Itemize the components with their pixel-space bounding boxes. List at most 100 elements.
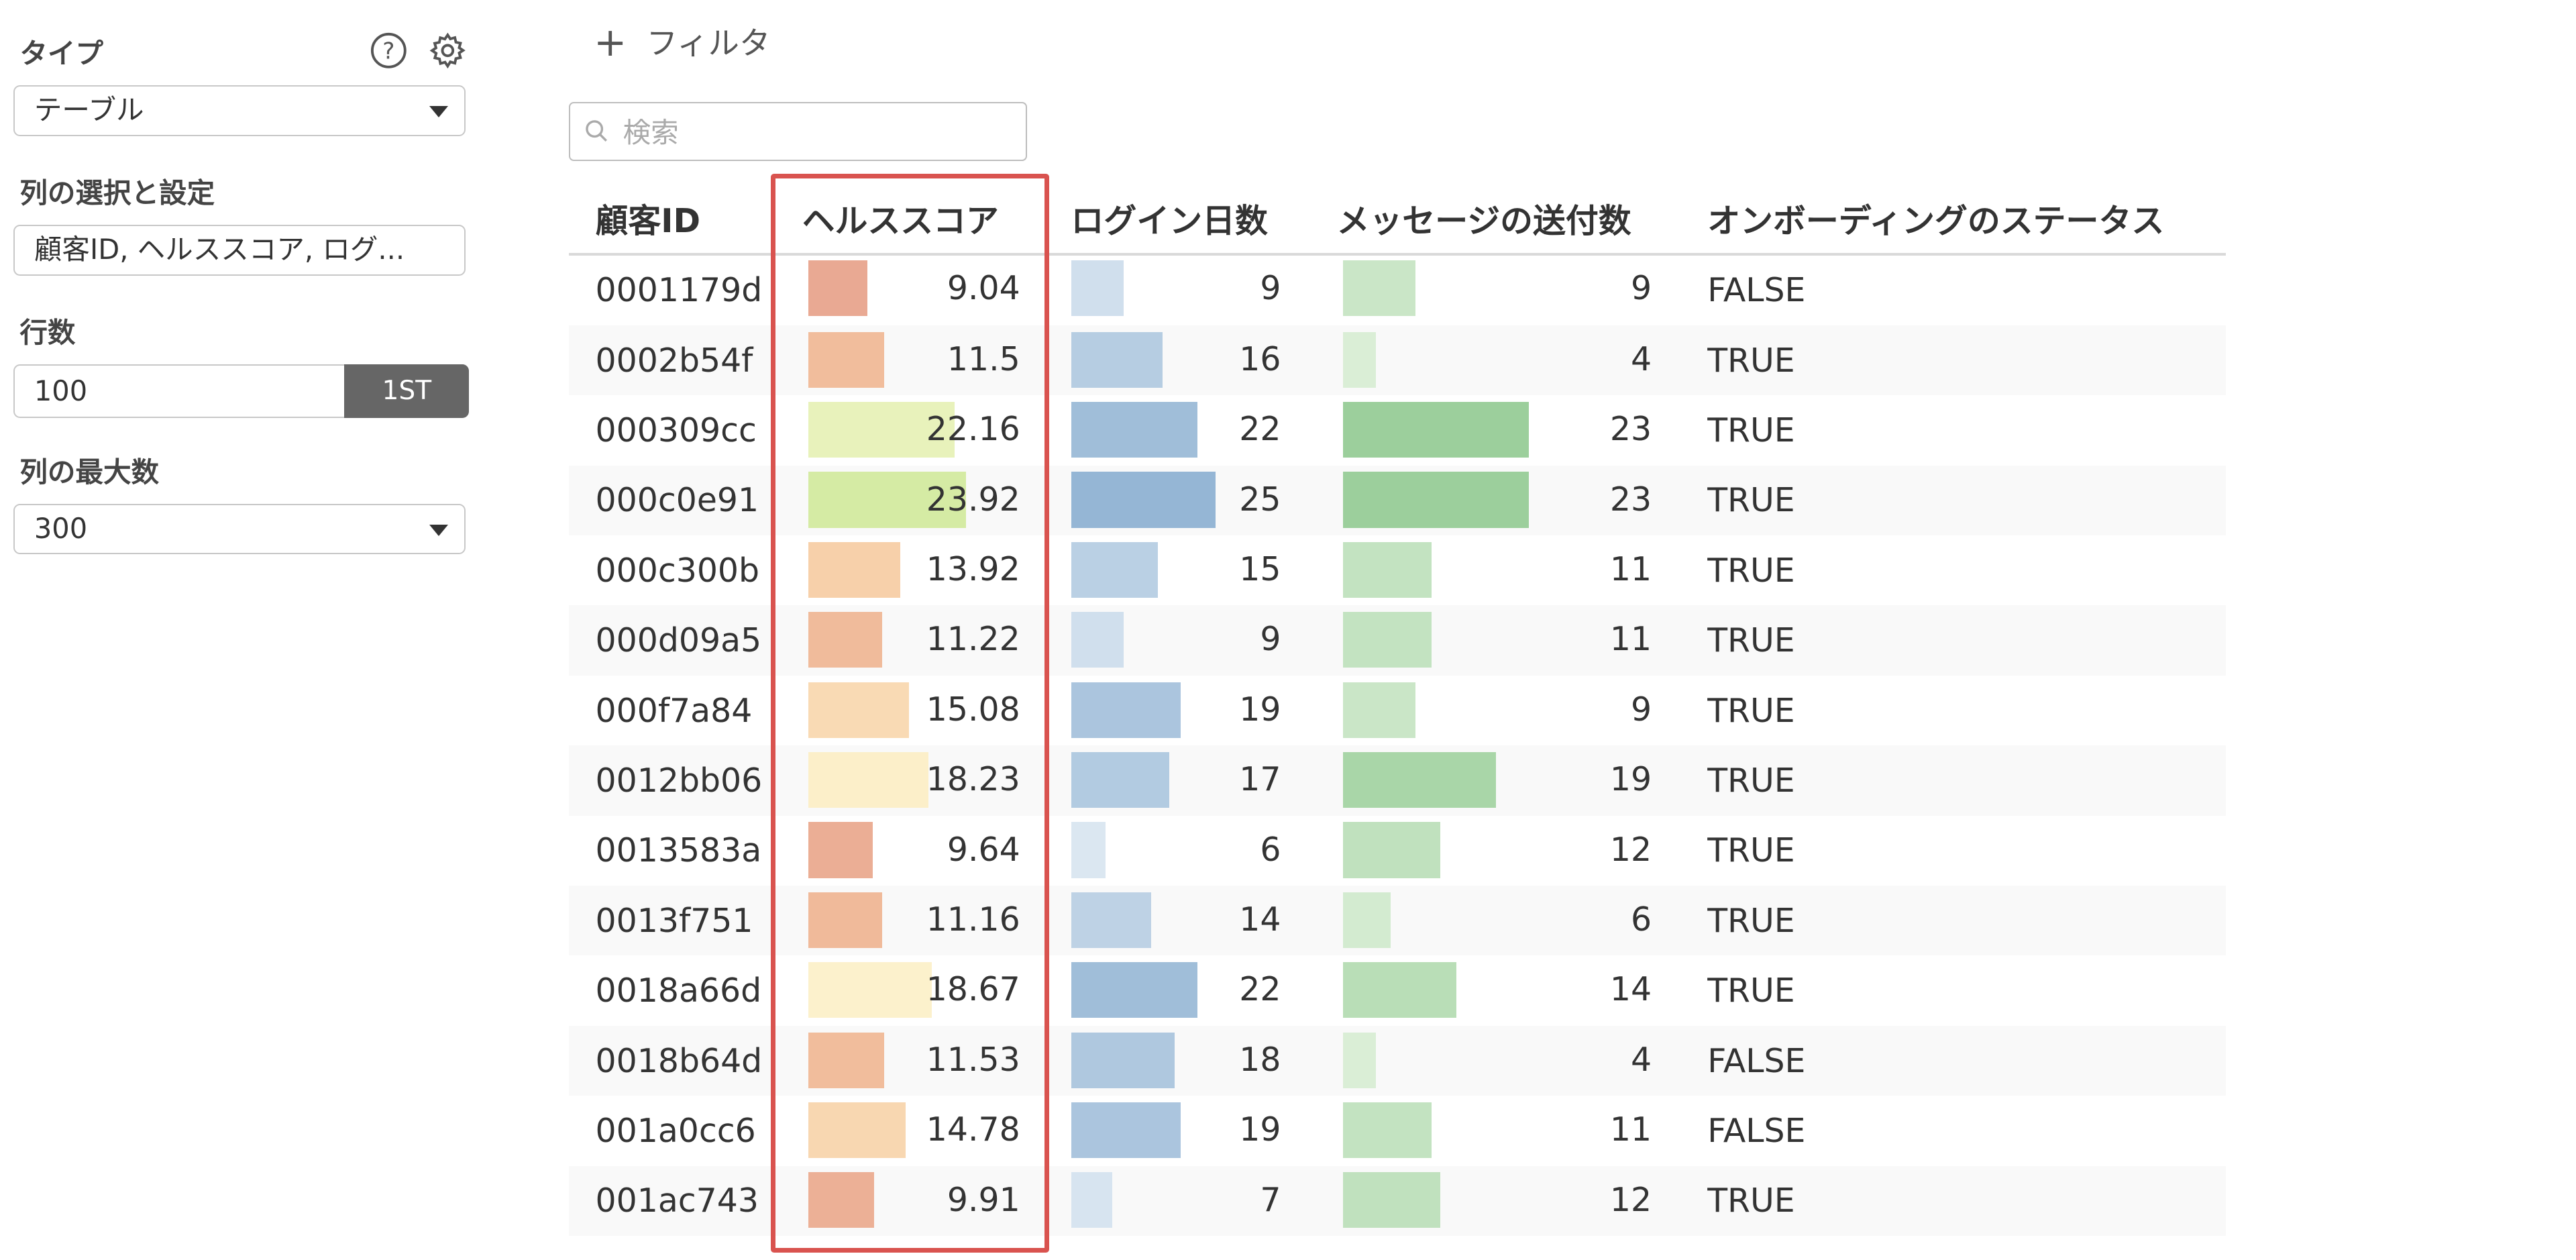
messages-sent-value: 9 <box>1630 268 1652 307</box>
cell-customer-id: 001a0cc6 <box>595 1111 756 1150</box>
table-row[interactable]: 0002b54f 11.5 16 4 TRUE <box>569 325 2226 396</box>
cell-onboarding-status: TRUE <box>1707 831 1795 870</box>
table-row[interactable]: 0001179d 9.04 9 9 FALSE <box>569 254 2225 325</box>
messages-sent-bar <box>1343 1032 1377 1088</box>
messages-sent-value: 6 <box>1630 900 1652 939</box>
search-icon <box>586 120 608 142</box>
svg-text:?: ? <box>382 38 394 65</box>
table-row[interactable]: 000c0e91 23.92 25 23 TRUE <box>569 465 2226 536</box>
messages-sent-bar <box>1343 402 1529 458</box>
cell-customer-id: 0013f751 <box>569 886 776 956</box>
plus-icon: + <box>594 19 627 66</box>
health-score-bar <box>808 402 955 458</box>
table-row[interactable]: 0012bb06 18.23 17 19 TRUE <box>569 745 2226 816</box>
cell-messages-sent: 6 <box>1310 886 1682 956</box>
table-row[interactable]: 001a0cc6 14.78 19 11 FALSE <box>569 1096 2225 1165</box>
header-login-days[interactable]: ログイン日数 <box>1044 183 1311 256</box>
messages-sent-value: 14 <box>1609 970 1652 1009</box>
cell-health-score: 9.64 <box>775 816 1044 886</box>
header-health-score[interactable]: ヘルススコア <box>775 183 1045 256</box>
messages-sent-bar <box>1343 1102 1432 1159</box>
table-row[interactable]: 001ac743 9.91 7 12 TRUE <box>569 1165 2226 1236</box>
health-score-value: 11.16 <box>926 900 1020 939</box>
health-score-bar <box>808 962 932 1018</box>
cell-login-days: 9 <box>1044 254 1310 325</box>
table-row[interactable]: 0018b64d 11.53 18 4 FALSE <box>569 1025 2226 1096</box>
cell-onboarding-status: TRUE <box>1681 1165 2226 1236</box>
table-row[interactable]: 000309cc 22.16 22 23 TRUE <box>569 395 2225 465</box>
rows-mode-button[interactable]: 1ST <box>344 364 470 419</box>
gear-icon[interactable] <box>428 31 468 70</box>
chevron-down-icon <box>429 106 448 118</box>
cell-login-days: 22 <box>1044 395 1310 465</box>
columns-selector[interactable]: 顧客ID, ヘルススコア, ログ... <box>13 224 466 276</box>
table-row[interactable]: 0018a66d 18.67 22 14 TRUE <box>569 955 2225 1025</box>
cell-health-score: 18.23 <box>775 745 1045 816</box>
cell-messages-sent: 14 <box>1311 955 1682 1025</box>
type-select[interactable]: テーブル <box>13 85 466 136</box>
cell-onboarding-status: TRUE <box>1681 745 2226 816</box>
login-days-value: 7 <box>1260 1180 1281 1219</box>
cell-onboarding-status: TRUE <box>1707 411 1795 450</box>
header-onboarding-status[interactable]: オンボーディングのステータス <box>1681 183 2226 256</box>
cell-customer-id: 000c0e91 <box>569 465 776 536</box>
header-customer-id[interactable]: 顧客ID <box>569 183 776 256</box>
login-days-bar <box>1071 682 1181 738</box>
health-score-bar <box>808 682 909 738</box>
cell-customer-id: 0001179d <box>595 271 763 310</box>
add-filter-button[interactable]: + フィルタ <box>594 19 770 65</box>
cell-customer-id: 000c300b <box>595 551 760 590</box>
search-box[interactable] <box>569 101 1027 161</box>
cell-login-days: 17 <box>1044 745 1311 816</box>
health-score-value: 9.04 <box>947 268 1020 307</box>
messages-sent-value: 19 <box>1609 760 1652 799</box>
login-days-bar <box>1071 892 1152 948</box>
messages-sent-bar <box>1343 1172 1440 1228</box>
rows-input[interactable]: 100 <box>13 364 345 419</box>
health-score-value: 18.67 <box>926 970 1020 1009</box>
cell-customer-id: 000f7a84 <box>595 691 753 730</box>
cell-customer-id: 000d09a5 <box>569 605 776 676</box>
cell-messages-sent: 23 <box>1311 395 1682 465</box>
cell-customer-id: 0002b54f <box>569 325 776 396</box>
table-row[interactable]: 0013583a 9.64 6 12 TRUE <box>569 816 2225 886</box>
cell-login-days: 6 <box>1044 816 1310 886</box>
cell-onboarding-status: TRUE <box>1681 605 2226 676</box>
cell-onboarding-status: TRUE <box>1681 465 2226 536</box>
table-row[interactable]: 000f7a84 15.08 19 9 TRUE <box>569 676 2225 745</box>
sidebar: タイプ ? テーブル 列の選択と設定 顧客ID, ヘルススコア, ログ... 行… <box>13 0 470 1260</box>
table-row[interactable]: 0013f751 11.16 14 6 TRUE <box>569 886 2226 956</box>
messages-sent-value: 9 <box>1630 690 1652 729</box>
search-input[interactable] <box>619 107 1020 158</box>
cell-login-days: 18 <box>1044 1025 1311 1096</box>
table-row[interactable]: 000c300b 13.92 15 11 TRUE <box>569 535 2225 605</box>
login-days-bar <box>1071 822 1106 878</box>
cell-customer-id: 0013583a <box>595 831 762 870</box>
health-score-value: 23.92 <box>926 480 1020 519</box>
cell-onboarding-status: TRUE <box>1681 325 2226 396</box>
cell-onboarding-status: FALSE <box>1681 1025 2226 1096</box>
login-days-value: 9 <box>1260 268 1281 307</box>
health-score-bar <box>808 260 868 317</box>
cell-login-days: 16 <box>1044 325 1311 396</box>
login-days-value: 18 <box>1239 1040 1281 1079</box>
login-days-value: 15 <box>1239 550 1281 589</box>
max-cols-select-value: 300 <box>34 511 88 545</box>
health-score-bar <box>808 892 883 948</box>
table-header-row: 顧客ID ヘルススコア ログイン日数 メッセージの送付数 オンボーディングのステ… <box>569 183 2226 256</box>
cell-onboarding-status: TRUE <box>1681 886 2226 956</box>
cell-health-score: 9.91 <box>775 1165 1045 1236</box>
table-row[interactable]: 000d09a5 11.22 9 11 TRUE <box>569 605 2226 676</box>
login-days-value: 16 <box>1239 339 1281 378</box>
messages-sent-bar <box>1343 331 1377 388</box>
cell-onboarding-status: TRUE <box>1707 691 1795 730</box>
cell-health-score: 11.22 <box>775 605 1045 676</box>
max-cols-select[interactable]: 300 <box>13 503 466 555</box>
login-days-bar <box>1071 541 1159 598</box>
header-messages-sent[interactable]: メッセージの送付数 <box>1310 183 1682 256</box>
messages-sent-bar <box>1343 260 1416 317</box>
cell-messages-sent: 11 <box>1311 535 1682 605</box>
help-icon[interactable]: ? <box>369 31 409 70</box>
cell-login-days: 7 <box>1044 1165 1311 1236</box>
type-label: タイプ <box>19 37 103 70</box>
